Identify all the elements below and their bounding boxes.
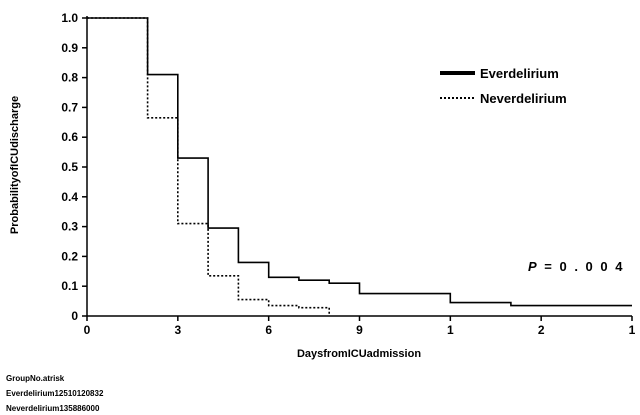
y-tick-label: 0.3 — [61, 220, 78, 234]
legend-label-neverdelirium: Neverdelirium — [480, 91, 567, 106]
risk-table-header: GroupNo.atrisk — [6, 374, 65, 383]
series-line-everdelirium — [87, 17, 632, 307]
y-tick-label: 0.2 — [61, 249, 78, 263]
legend-label-everdelirium: Everdelirium — [480, 66, 559, 81]
y-tick-label: 0.4 — [61, 190, 78, 204]
y-tick-label: 0.6 — [61, 130, 78, 144]
x-axis-title: DaysfromICUadmission — [297, 348, 421, 360]
x-tick-label: 9 — [356, 323, 363, 337]
y-axis-title: ProbabilityofICUdischarge — [9, 96, 21, 234]
y-tick-label: 0 — [71, 309, 78, 323]
series-line-neverdelirium — [87, 17, 331, 316]
y-tick-label: 0.1 — [61, 279, 78, 293]
chart-axes: 00.10.20.30.40.50.60.70.80.91.00 3 6 9 1 2 1 — [61, 11, 635, 337]
risk-table-row: Everdelirium12510120832 — [6, 389, 104, 398]
x-tick-label: 3 — [174, 323, 181, 337]
p-value-annotation: P = 0 . 0 0 4 — [528, 259, 624, 274]
y-tick-label: 0.9 — [61, 41, 78, 55]
x-tick-label: 0 — [84, 323, 91, 337]
y-tick-label: 0.5 — [61, 160, 78, 174]
y-tick-label: 1.0 — [61, 11, 78, 25]
chart-series — [87, 17, 632, 316]
x-tick-label: 2 — [538, 323, 545, 337]
legend: Everdelirium Neverdelirium — [440, 66, 567, 106]
y-tick-label: 0.7 — [61, 100, 78, 114]
y-tick-label: 0.8 — [61, 71, 78, 85]
x-tick-label: 1 — [629, 323, 636, 337]
x-tick-label: 6 — [265, 323, 272, 337]
risk-table-row: Neverdelirium135886000 — [6, 404, 100, 413]
chart: 00.10.20.30.40.50.60.70.80.91.00 3 6 9 1 2 1 P… — [9, 11, 636, 360]
x-tick-label: 1 — [447, 323, 454, 337]
